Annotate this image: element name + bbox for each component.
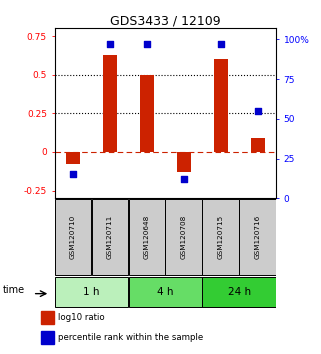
Bar [103,55,117,152]
Point [144,41,150,47]
Bar [41,312,54,324]
Bar [203,199,239,275]
Title: GDS3433 / 12109: GDS3433 / 12109 [110,14,221,27]
Point [181,176,187,182]
Text: GSM120715: GSM120715 [218,215,224,259]
Text: GSM120716: GSM120716 [255,215,261,259]
Bar [214,59,228,152]
Point [71,172,76,177]
Bar [41,331,54,344]
Bar [166,199,202,275]
Bar [55,278,128,307]
Point [218,41,223,47]
Bar [203,278,276,307]
Bar [66,152,80,164]
Text: percentile rank within the sample: percentile rank within the sample [57,333,203,342]
Point [107,41,113,47]
Text: GSM120708: GSM120708 [181,215,187,259]
Bar [177,152,191,172]
Bar [239,199,276,275]
Text: 4 h: 4 h [157,287,174,297]
Point [255,108,260,114]
Bar [140,75,154,152]
Text: GSM120711: GSM120711 [107,215,113,259]
Bar [129,278,202,307]
Bar [251,138,265,152]
Bar [129,199,165,275]
Bar [92,199,128,275]
Text: time: time [3,285,25,296]
Text: 1 h: 1 h [83,287,100,297]
Text: GSM120648: GSM120648 [144,215,150,259]
Bar [55,199,91,275]
Text: 24 h: 24 h [228,287,251,297]
Text: GSM120710: GSM120710 [70,215,76,259]
Text: log10 ratio: log10 ratio [57,313,104,322]
